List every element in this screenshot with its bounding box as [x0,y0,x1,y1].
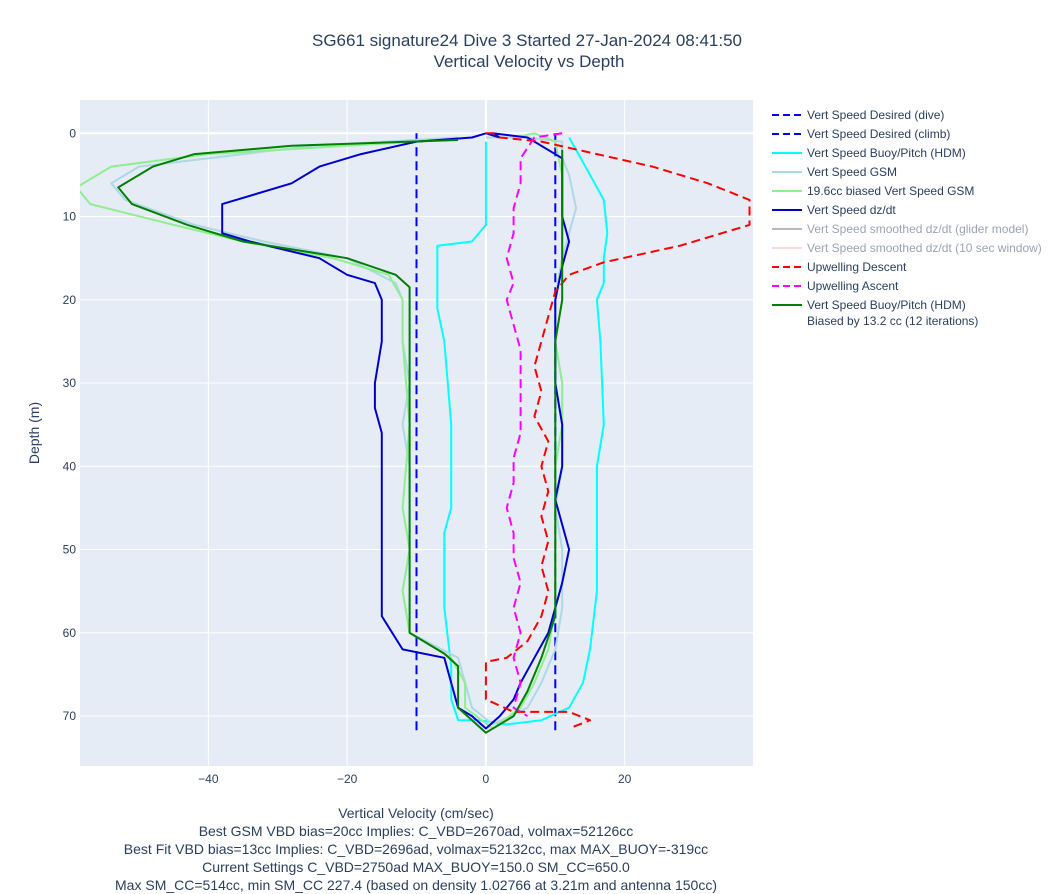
legend-item-vert-speed-desired-climb[interactable]: Vert Speed Desired (climb) [772,127,950,141]
series-line-vert-speed-gsm[interactable] [110,136,578,726]
series-line-upwelling-descent[interactable] [484,132,751,730]
legend-label: Vert Speed Buoy/Pitch (HDM) [807,298,966,312]
legend-label: Vert Speed Buoy/Pitch (HDM) [807,146,966,160]
legend-label: Vert Speed Desired (dive) [807,108,944,122]
note-best-fit: Best Fit VBD bias=13cc Implies: C_VBD=26… [124,841,708,857]
series-traces [80,132,751,734]
chart-subtitle: Vertical Velocity vs Depth [434,52,625,71]
legend: Vert Speed Desired (dive) Vert Speed Desi… [772,108,1042,328]
note-best-gsm: Best GSM VBD bias=20cc Implies: C_VBD=26… [199,823,634,839]
series-line-vert-speed-buoy-pitch-hdm[interactable] [117,139,564,734]
legend-item-vert-speed-buoy-pitch-hdm[interactable]: Vert Speed Buoy/Pitch (HDM) Biased by 13.… [772,298,978,328]
note-sm-cc: Max SM_CC=514cc, min SM_CC 227.4 (based … [115,877,717,893]
series-line-vert-speed-dz-dt[interactable] [221,132,571,730]
legend-item-vert-speed-smoothed-dz-dt-10-sec-window[interactable]: Vert Speed smoothed dz/dt (10 sec window… [772,241,1042,255]
axis-ticks: −40 −20 0 20 0 10 20 30 40 50 60 70 [63,126,632,786]
legend-item-upwelling-ascent[interactable]: Upwelling Ascent [772,279,899,293]
legend-label: 19.6cc biased Vert Speed GSM [807,184,974,198]
y-tick-label: 20 [63,293,77,307]
legend-label: Upwelling Descent [807,260,907,274]
y-tick-label: 70 [63,709,77,723]
legend-item-vert-speed-buoy-pitch-hdm[interactable]: Vert Speed Buoy/Pitch (HDM) [772,146,966,160]
y-axis-label: Depth (m) [26,402,42,464]
legend-label: Vert Speed GSM [807,165,897,179]
y-tick-label: 60 [63,626,77,640]
y-tick-label: 0 [69,126,76,140]
y-tick-label: 30 [63,376,77,390]
legend-item-upwelling-descent[interactable]: Upwelling Descent [772,260,907,274]
chart-title: SG661 signature24 Dive 3 Started 27-Jan-… [312,31,742,50]
x-tick-label: 0 [483,772,490,786]
x-axis-label: Vertical Velocity (cm/sec) [338,805,494,821]
y-tick-label: 50 [63,543,77,557]
note-current-settings: Current Settings C_VBD=2750ad MAX_BUOY=1… [202,859,630,875]
legend-item-vert-speed-gsm[interactable]: Vert Speed GSM [772,165,897,179]
legend-item-19-6cc-biased-vert-speed-gsm[interactable]: 19.6cc biased Vert Speed GSM [772,184,974,198]
legend-label: Vert Speed smoothed dz/dt (10 sec window… [807,241,1042,255]
series-line-upwelling-ascent[interactable] [505,132,563,717]
y-tick-label: 10 [63,210,77,224]
legend-label: Upwelling Ascent [807,279,899,293]
legend-item-vert-speed-smoothed-dz-dt-glider-model[interactable]: Vert Speed smoothed dz/dt (glider model) [772,222,1028,236]
legend-label: Vert Speed Desired (climb) [807,127,950,141]
legend-item-vert-speed-dz-dt[interactable]: Vert Speed dz/dt [772,203,896,217]
legend-item-vert-speed-desired-dive[interactable]: Vert Speed Desired (dive) [772,108,944,122]
y-tick-label: 40 [63,459,77,473]
legend-label: Vert Speed dz/dt [807,203,896,217]
legend-label: Biased by 13.2 cc (12 iterations) [807,314,978,328]
legend-label: Vert Speed smoothed dz/dt (glider model) [807,222,1028,236]
x-tick-label: −40 [198,772,219,786]
x-tick-label: −20 [337,772,358,786]
x-tick-label: 20 [618,772,632,786]
